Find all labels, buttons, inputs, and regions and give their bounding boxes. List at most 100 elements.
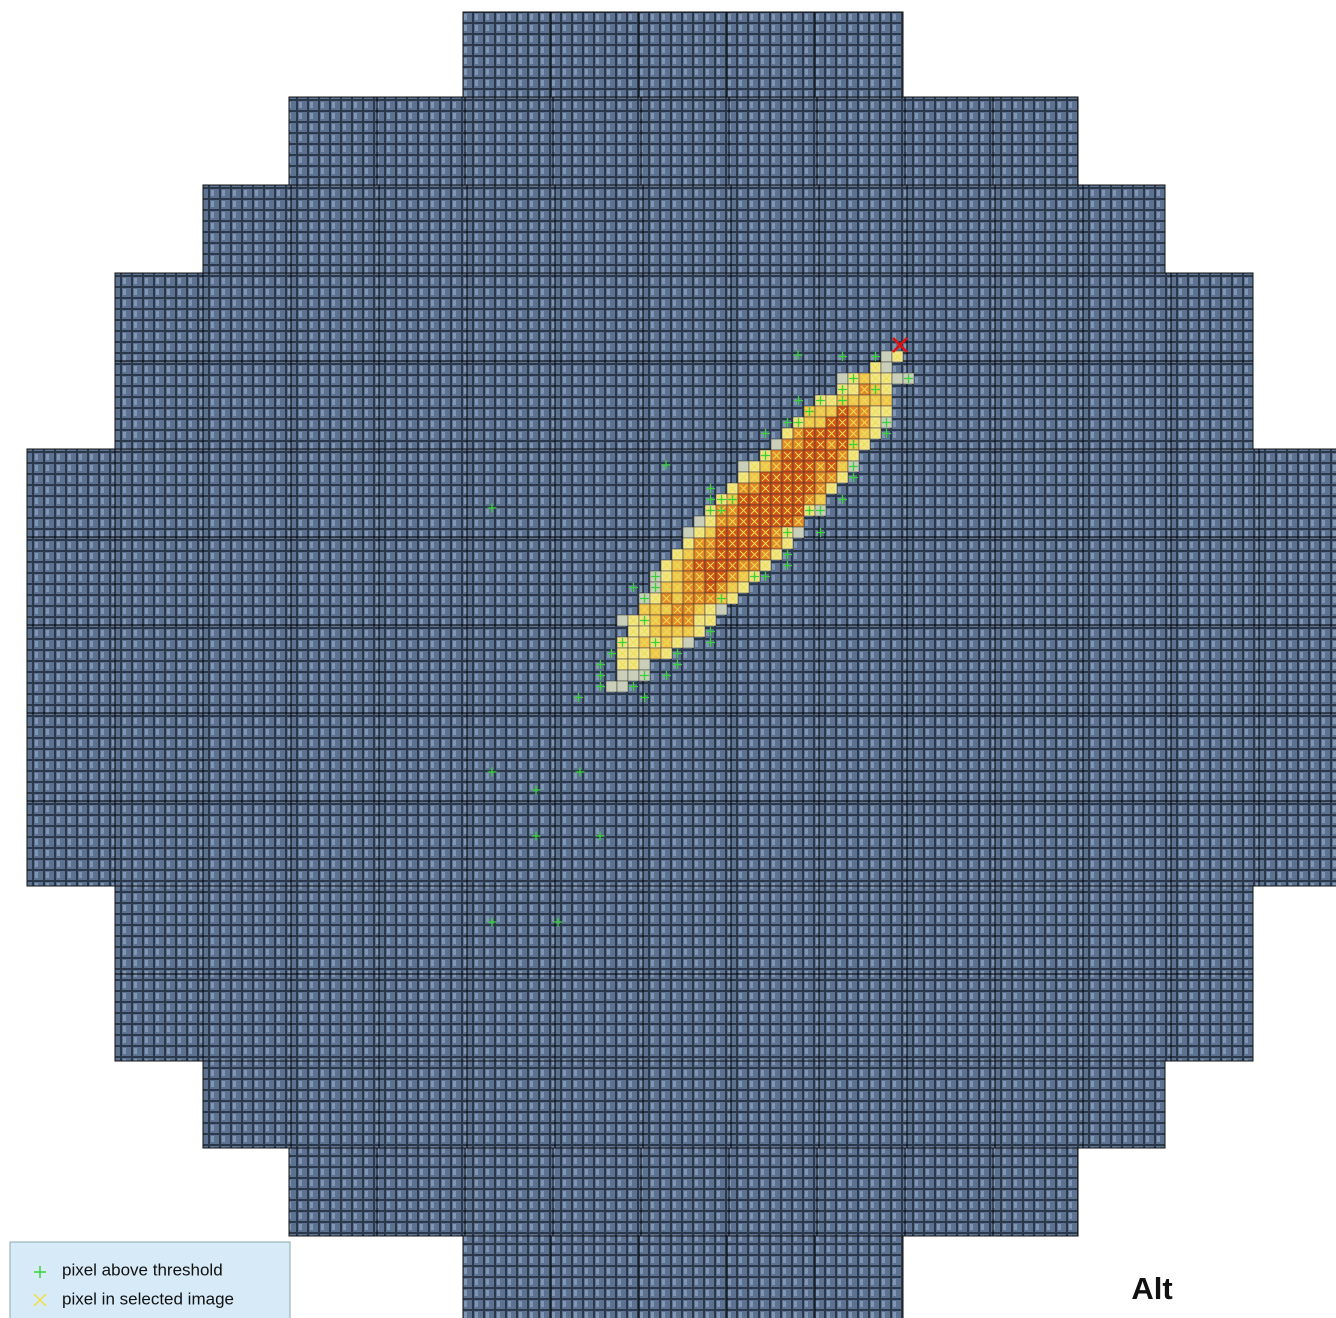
selected-marker [893, 352, 902, 361]
selected-marker [662, 627, 671, 636]
selected-marker [706, 616, 715, 625]
threshold-marker [575, 767, 585, 777]
signal-pixel [880, 350, 893, 363]
selected-marker [695, 594, 704, 603]
selected-marker [684, 594, 693, 603]
selected-marker [772, 517, 781, 526]
selected-marker [673, 594, 682, 603]
selected-marker [761, 550, 770, 559]
selected-marker [860, 407, 869, 416]
camera-section [288, 96, 1079, 186]
threshold-marker [816, 506, 825, 515]
selected-marker [651, 616, 660, 625]
threshold-marker [661, 460, 671, 470]
selected-marker [761, 462, 770, 471]
selected-marker [783, 440, 792, 449]
selected-marker [739, 473, 748, 482]
selected-marker [706, 539, 715, 548]
selected-marker [695, 561, 704, 570]
threshold-marker [717, 506, 726, 515]
threshold-marker [574, 693, 583, 702]
selected-marker [651, 627, 660, 636]
selected-marker [706, 561, 715, 570]
selected-marker [739, 495, 748, 504]
selected-marker [662, 594, 671, 603]
selected-marker [629, 638, 638, 647]
threshold-marker [849, 473, 858, 482]
selected-marker [750, 462, 759, 471]
selected-marker [673, 605, 682, 614]
selected-marker [794, 473, 803, 482]
selected-marker [629, 616, 638, 625]
threshold-marker [706, 627, 715, 636]
selected-marker [739, 561, 748, 570]
selected-marker [794, 440, 803, 449]
selected-marker [838, 473, 847, 482]
selected-marker [882, 396, 891, 405]
threshold-marker [595, 831, 605, 841]
selected-marker [684, 605, 693, 614]
selected-marker [750, 495, 759, 504]
selected-marker [816, 473, 825, 482]
selected-marker [849, 418, 858, 427]
selected-marker [684, 572, 693, 581]
selected-marker [728, 572, 737, 581]
legend-label: pixel above threshold [62, 1260, 223, 1279]
selected-marker [717, 517, 726, 526]
selected-marker [761, 484, 770, 493]
threshold-marker [838, 495, 847, 504]
selected-marker [717, 561, 726, 570]
threshold-marker [651, 572, 660, 581]
selected-marker [728, 528, 737, 537]
threshold-marker [761, 572, 770, 581]
threshold-marker [783, 528, 792, 537]
threshold-marker [761, 451, 770, 460]
selected-marker [640, 649, 649, 658]
signal-pixel [638, 658, 651, 671]
selected-marker [739, 484, 748, 493]
selected-marker [618, 649, 627, 658]
threshold-marker [838, 352, 847, 361]
legend: pixel above threshold pixel in selected … [9, 1241, 291, 1318]
threshold-marker [838, 385, 847, 394]
threshold-marker [849, 374, 858, 383]
threshold-marker [640, 616, 649, 625]
selected-marker [750, 517, 759, 526]
selected-marker [673, 572, 682, 581]
selected-marker [717, 528, 726, 537]
selected-marker [871, 396, 880, 405]
threshold-marker [553, 917, 563, 927]
selected-marker [871, 418, 880, 427]
selected-marker [728, 506, 737, 515]
selected-marker [640, 638, 649, 647]
selected-marker [783, 484, 792, 493]
selected-marker [728, 594, 737, 603]
selected-marker [838, 429, 847, 438]
selected-marker [739, 506, 748, 515]
signal-pixel [682, 636, 695, 649]
signal-pixel [715, 603, 728, 616]
selected-marker [816, 418, 825, 427]
threshold-marker [816, 396, 825, 405]
threshold-marker [640, 671, 649, 680]
selected-marker [629, 660, 638, 669]
signal-pixel [891, 372, 904, 385]
selected-marker [761, 473, 770, 482]
source-position-marker [892, 337, 908, 353]
selected-marker [827, 451, 836, 460]
selected-marker [871, 374, 880, 383]
selected-marker [882, 385, 891, 394]
threshold-marker [706, 495, 715, 504]
selected-marker [684, 616, 693, 625]
selected-marker [695, 605, 704, 614]
camera-section [462, 1235, 904, 1318]
selected-marker [728, 583, 737, 592]
selected-marker [772, 473, 781, 482]
selected-marker [772, 451, 781, 460]
selected-marker [816, 429, 825, 438]
selected-marker [695, 572, 704, 581]
selected-marker [816, 462, 825, 471]
selected-marker [849, 407, 858, 416]
selected-marker [651, 594, 660, 603]
selected-marker [794, 517, 803, 526]
